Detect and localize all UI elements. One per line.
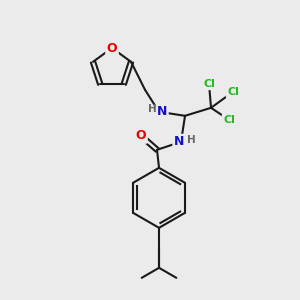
Text: N: N — [174, 135, 184, 148]
Text: O: O — [136, 129, 146, 142]
Text: Cl: Cl — [227, 87, 239, 97]
Text: O: O — [107, 41, 117, 55]
Text: N: N — [157, 105, 167, 118]
Text: H: H — [148, 104, 156, 114]
Text: H: H — [187, 135, 195, 145]
Text: Cl: Cl — [223, 115, 235, 125]
Text: Cl: Cl — [203, 79, 215, 89]
